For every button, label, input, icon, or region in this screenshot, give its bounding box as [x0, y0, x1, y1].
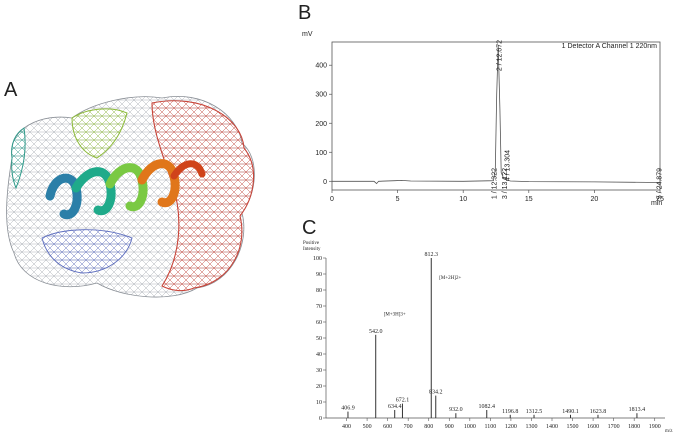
chart-c-bar-label: 406.9 — [341, 406, 355, 412]
chart-b-y-tick-label: 400 — [315, 63, 327, 70]
chart-c-x-tick-label: 800 — [424, 424, 433, 430]
chart-c-xlabel: m/z — [665, 429, 673, 434]
chart-c-y-tick-label: 80 — [316, 288, 322, 294]
chart-c-x-tick-label: 1000 — [464, 424, 476, 430]
chart-c-y-tick-label: 100 — [313, 256, 322, 262]
mesh-teal-region — [11, 127, 26, 190]
chart-c-y-tick-label: 70 — [316, 304, 322, 310]
panel-letter-b: B — [298, 2, 312, 24]
panel-letter-a: A — [4, 79, 18, 101]
chart-c-bar-label: 1312.5 — [526, 409, 543, 415]
chart-c-y-tick-label: 60 — [316, 320, 322, 326]
chart-c-annotation: [M+3H]3+ — [384, 313, 406, 318]
chart-c-bar-label: 1196.8 — [502, 409, 518, 415]
chart-b-peak-label: 3 / 13.122 — [502, 168, 509, 199]
chromatogram-trace — [332, 44, 660, 185]
chart-c-y-tick-label: 50 — [316, 336, 322, 342]
chart-c-y-tick-label: 90 — [316, 272, 322, 278]
chart-c-y-tick-label: 30 — [316, 368, 322, 374]
chart-c-bar-label: 834.2 — [429, 390, 443, 396]
chart-b-x-tick-label: 15 — [525, 196, 533, 203]
chart-c-x-tick-label: 1900 — [649, 424, 661, 430]
chart-c-bar-label: 634.4 — [388, 404, 402, 410]
chart-c-y-tick-label: 0 — [319, 416, 322, 422]
chart-b-x-tick-label: 0 — [330, 196, 334, 203]
chart-c-bar-label: 1813.4 — [629, 407, 646, 413]
chart-b-xlabel: min — [651, 200, 662, 207]
chart-b-x-tick-label: 25 — [656, 196, 664, 203]
chart-c-x-tick-label: 1800 — [628, 424, 640, 430]
chart-c-ylabel-line: Intensity — [303, 247, 321, 252]
chart-c-bar-label: 542.0 — [369, 329, 383, 335]
chart-c-x-tick-label: 1100 — [484, 424, 496, 430]
chart-c-ylabel: Positive Intensity — [303, 241, 321, 252]
chart-b-x-tick-label: 20 — [591, 196, 599, 203]
chart-c-bar-label: 932.0 — [449, 407, 463, 413]
chart-c-x-tick-label: 1500 — [567, 424, 579, 430]
mesh-blue-region — [41, 229, 133, 274]
chart-c-x-tick-label: 1600 — [587, 424, 599, 430]
chart-c-bar-label: 1623.8 — [590, 409, 607, 415]
alpha-helix-ribbon-5 — [170, 160, 206, 180]
chart-c-x-tick-label: 1300 — [525, 424, 537, 430]
chart-c-x-tick-label: 400 — [342, 424, 351, 430]
chart-c-bar-label: 812.3 — [425, 252, 439, 258]
chart-b-y-tick-label: 100 — [315, 150, 327, 157]
chart-c-y-tick-label: 20 — [316, 384, 322, 390]
chart-c-x-tick-label: 900 — [445, 424, 454, 430]
chart-c-x-tick-label: 500 — [363, 424, 372, 430]
mesh-green-region — [71, 108, 128, 159]
chart-c-bar-label: 1490.1 — [562, 409, 579, 415]
chart-b-y-tick-label: 200 — [315, 121, 327, 128]
chart-c-x-tick-label: 1400 — [546, 424, 558, 430]
chart-b-y-tick-label: 300 — [315, 92, 327, 99]
chart-b-peak-label: 2 / 12.672 — [496, 40, 503, 71]
chart-b-plot-frame — [331, 41, 661, 191]
chart-b-ticks: 0 5 10 15 20 25 0 100 200 300 400 — [315, 63, 664, 203]
chart-c-bar-label: 672.1 — [396, 398, 410, 404]
chart-c-x-tick-label: 700 — [404, 424, 413, 430]
chart-c-ticks: 400 500 600 700 800 900 1000 1100 1200 1300 1400 15… — [313, 256, 661, 430]
chart-c-ylabel-line: Positive — [303, 241, 320, 246]
chart-b-legend: 1 Detector A Channel 1 220nm — [562, 43, 658, 50]
chart-b-y-tick-label: 0 — [323, 179, 327, 186]
chart-c-x-tick-label: 1200 — [505, 424, 517, 430]
chart-b-x-tick-label: 10 — [459, 196, 467, 203]
chart-b-x-tick-label: 5 — [396, 196, 400, 203]
chart-b-peak-label: 5 / 24.879 — [656, 168, 663, 199]
chart-c-x-tick-label: 1700 — [608, 424, 620, 430]
panel-letter-c: C — [302, 217, 317, 239]
chart-b-peak-label: 1 / 12.322 — [492, 168, 499, 199]
chart-c-y-tick-label: 40 — [316, 352, 322, 358]
chart-c-y-tick-label: 10 — [316, 400, 322, 406]
chart-c-x-tick-label: 600 — [383, 424, 392, 430]
protein-mesh-illustration — [6, 96, 255, 298]
chart-b-peak-label: 4 / 13.304 — [505, 150, 512, 181]
chart-b-ylabel: mV — [302, 31, 313, 38]
chart-c-annotation: [M+2H]2+ — [439, 276, 461, 281]
chart-c-annotations: [M+3H]3+ [M+2H]2+ — [384, 276, 462, 318]
chart-c-bar-label: 1082.4 — [478, 404, 495, 410]
